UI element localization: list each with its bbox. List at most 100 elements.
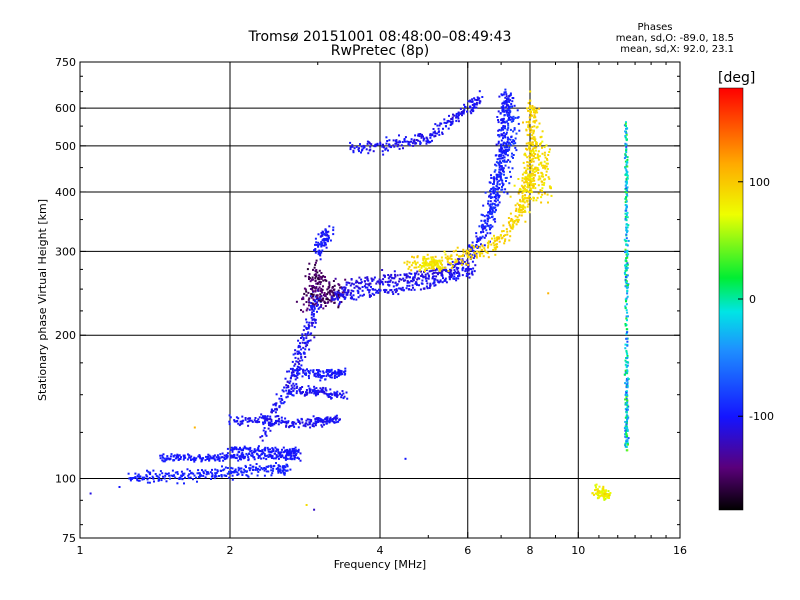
echo-point (417, 134, 420, 137)
echo-point (493, 218, 496, 220)
echo-point (428, 264, 431, 267)
echo-point (343, 286, 346, 289)
echo-point (367, 283, 370, 286)
echo-point (168, 474, 171, 477)
echo-point (301, 341, 304, 344)
echo-point (269, 423, 272, 426)
echo-point (188, 456, 191, 459)
echo-point (268, 424, 270, 427)
echo-point (466, 274, 469, 277)
echo-point (495, 173, 498, 176)
y-tick-label: 75 (62, 532, 76, 545)
echo-point (503, 120, 506, 123)
echo-point (533, 125, 536, 128)
echo-point (495, 246, 498, 249)
echo-point (159, 457, 162, 460)
echo-point (625, 303, 628, 306)
echo-point (487, 211, 489, 214)
echo-point (624, 285, 627, 288)
echo-point (419, 264, 422, 267)
echo-point (500, 129, 503, 132)
echo-point (314, 279, 317, 282)
echo-point (402, 289, 405, 292)
echo-point (332, 294, 335, 297)
echo-point (455, 261, 458, 263)
echo-point (458, 258, 461, 261)
echo-point (341, 373, 344, 376)
echo-point (519, 205, 521, 208)
echo-point (423, 265, 426, 268)
echo-point (330, 397, 333, 400)
echo-point (525, 179, 528, 182)
echo-point (503, 135, 506, 138)
echo-point (527, 134, 530, 136)
echo-point (425, 142, 428, 145)
echo-point (308, 325, 311, 327)
echo-point (529, 191, 532, 193)
echo-point (527, 197, 530, 200)
echo-point (513, 221, 516, 224)
echo-point (451, 120, 454, 123)
echo-point (542, 166, 545, 169)
echo-point (523, 201, 526, 204)
echo-point (452, 113, 454, 116)
echo-point (358, 150, 360, 153)
echo-point (526, 175, 529, 178)
echo-point (272, 403, 275, 406)
echo-point (454, 258, 457, 261)
echo-point (327, 369, 330, 372)
echo-point (395, 288, 398, 291)
echo-point (535, 119, 538, 122)
echo-point (222, 469, 225, 472)
echo-point (498, 179, 501, 182)
echo-point (306, 423, 309, 426)
echo-point (410, 264, 413, 267)
echo-point (233, 471, 236, 474)
echo-point (296, 385, 299, 388)
echo-point (472, 110, 474, 113)
echo-point (456, 271, 459, 274)
echo-point (530, 180, 533, 183)
echo-point (312, 422, 315, 425)
echo-point (625, 431, 627, 434)
echo-point (223, 458, 226, 461)
echo-point (344, 296, 347, 299)
echo-point (475, 256, 478, 259)
echo-point (466, 269, 469, 272)
echo-point (256, 453, 259, 456)
echo-point (443, 121, 446, 124)
echo-point (624, 444, 627, 447)
echo-point (504, 164, 507, 167)
echo-point (538, 163, 540, 166)
echo-point (176, 453, 179, 456)
echo-point (269, 429, 272, 432)
echo-point (385, 289, 388, 292)
echo-point (321, 230, 324, 233)
echo-point (360, 145, 363, 148)
echo-point (176, 473, 179, 475)
echo-point (181, 478, 184, 481)
echo-point (279, 400, 282, 403)
echo-point (315, 305, 318, 307)
echo-point (312, 310, 315, 313)
echo-point (543, 146, 546, 149)
echo-point (359, 287, 362, 290)
echo-point (286, 370, 289, 373)
echo-point (311, 318, 314, 321)
echo-point (399, 287, 402, 290)
echo-point (530, 114, 533, 116)
echo-point (350, 295, 353, 298)
echo-point (445, 268, 448, 271)
echo-point (410, 272, 413, 275)
echo-point (626, 165, 629, 168)
echo-point (318, 269, 321, 272)
echo-point (502, 168, 505, 170)
echo-point (138, 475, 141, 478)
echo-point (599, 490, 602, 493)
echo-point (305, 334, 308, 337)
echo-point (453, 275, 456, 278)
echo-point (276, 415, 279, 418)
echo-point (299, 342, 301, 345)
echo-point (366, 278, 369, 281)
echo-point (526, 168, 529, 171)
